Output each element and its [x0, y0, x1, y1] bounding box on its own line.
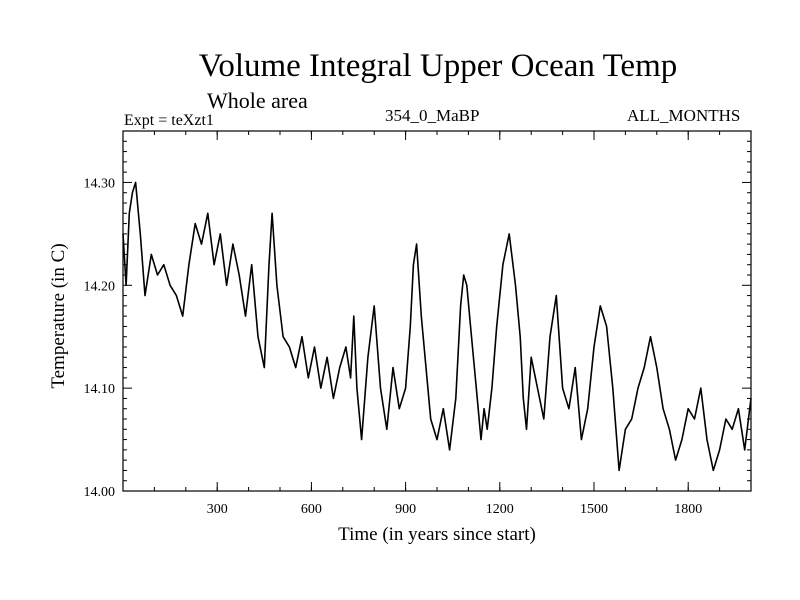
y-axis-label: Temperature (in C)	[48, 243, 69, 388]
series-line	[122, 181, 752, 472]
x-tick-label: 900	[395, 502, 416, 517]
x-tick-label: 1800	[674, 502, 702, 517]
x-tick-label: 1500	[580, 502, 608, 517]
y-tick-label: 14.10	[84, 382, 116, 397]
x-tick-label: 300	[207, 502, 228, 517]
chart-title: Volume Integral Upper Ocean Temp	[198, 48, 678, 84]
period-label: 354_0_MaBP	[385, 106, 480, 125]
experiment-label: Expt = teXzt1	[124, 112, 214, 129]
y-tick-label: 14.20	[84, 279, 116, 294]
x-axis-label: Time (in years since start)	[338, 524, 536, 545]
x-tick-label: 600	[301, 502, 322, 517]
x-tick-label: 1200	[486, 502, 514, 517]
y-tick-label: 14.30	[84, 176, 116, 191]
months-label: ALL_MONTHS	[627, 106, 741, 125]
chart-subtitle: Whole area	[207, 88, 308, 113]
y-tick-label: 14.00	[84, 485, 116, 500]
